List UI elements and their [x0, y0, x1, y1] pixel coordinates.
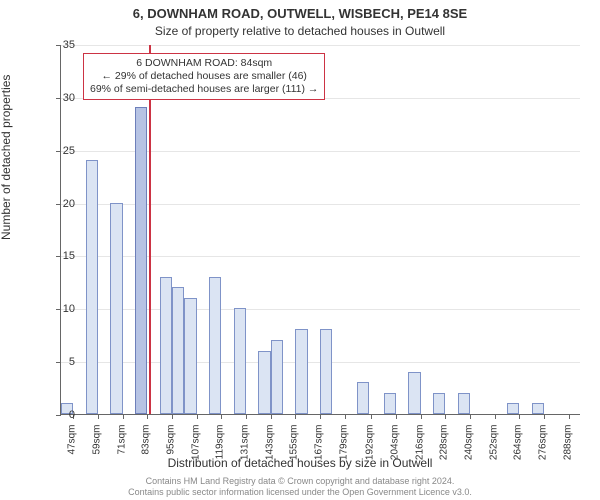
x-tick [345, 414, 346, 419]
bar [160, 277, 172, 414]
y-tick [56, 256, 61, 257]
chart-title: 6, DOWNHAM ROAD, OUTWELL, WISBECH, PE14 … [0, 6, 600, 21]
y-tick-label: 0 [69, 409, 75, 421]
chart-subtitle: Size of property relative to detached ho… [0, 24, 600, 38]
bar [507, 403, 519, 414]
x-tick [98, 414, 99, 419]
x-tick [221, 414, 222, 419]
credit-line-1: Contains HM Land Registry data © Crown c… [0, 476, 600, 486]
y-tick-label: 30 [63, 92, 75, 104]
x-axis-label: Distribution of detached houses by size … [0, 456, 600, 470]
credit-line-2: Contains public sector information licen… [0, 487, 600, 497]
y-tick [56, 204, 61, 205]
plot-area: 6 DOWNHAM ROAD: 84sqm← 29% of detached h… [60, 45, 580, 415]
bar [384, 393, 396, 414]
bar [86, 160, 98, 414]
bar [532, 403, 544, 414]
x-tick [172, 414, 173, 419]
x-tick [371, 414, 372, 419]
y-tick [56, 309, 61, 310]
bar [295, 329, 307, 414]
gridline [61, 45, 580, 46]
annotation-box: 6 DOWNHAM ROAD: 84sqm← 29% of detached h… [83, 53, 325, 100]
bar [234, 308, 246, 414]
x-tick [295, 414, 296, 419]
y-tick [56, 98, 61, 99]
chart-container: { "chart": { "type": "histogram", "title… [0, 0, 600, 500]
y-tick-label: 25 [63, 145, 75, 157]
y-tick [56, 415, 61, 416]
y-tick [56, 45, 61, 46]
bar [433, 393, 445, 414]
x-tick [123, 414, 124, 419]
y-tick-label: 20 [63, 198, 75, 210]
bar [357, 382, 369, 414]
bar [271, 340, 283, 414]
bar [172, 287, 184, 414]
bar [258, 351, 270, 414]
x-tick [519, 414, 520, 419]
y-axis-label: Number of detached properties [0, 75, 13, 240]
bar [320, 329, 332, 414]
y-tick [56, 362, 61, 363]
annotation-line-3: 69% of semi-detached houses are larger (… [90, 83, 318, 96]
y-tick-label: 5 [69, 356, 75, 368]
bar [110, 203, 122, 414]
x-tick [544, 414, 545, 419]
x-tick [470, 414, 471, 419]
x-tick [197, 414, 198, 419]
annotation-line-1: 6 DOWNHAM ROAD: 84sqm [90, 57, 318, 70]
bar [209, 277, 221, 414]
y-tick-label: 15 [63, 250, 75, 262]
bar [408, 372, 420, 414]
y-tick [56, 151, 61, 152]
y-tick-label: 10 [63, 303, 75, 315]
bar [458, 393, 470, 414]
x-tick [495, 414, 496, 419]
x-tick [147, 414, 148, 419]
x-tick [569, 414, 570, 419]
bar [184, 298, 196, 414]
x-tick [445, 414, 446, 419]
x-tick [271, 414, 272, 419]
bar-highlight [135, 107, 147, 414]
annotation-line-2: ← 29% of detached houses are smaller (46… [90, 70, 318, 83]
x-tick [246, 414, 247, 419]
x-tick [320, 414, 321, 419]
y-tick-label: 35 [63, 39, 75, 51]
x-tick [396, 414, 397, 419]
x-tick [421, 414, 422, 419]
